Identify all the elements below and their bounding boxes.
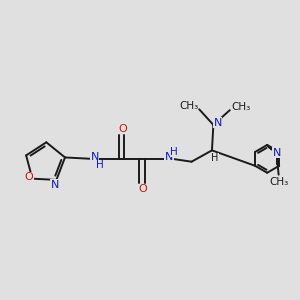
Text: O: O bbox=[118, 124, 127, 134]
Text: N: N bbox=[165, 152, 173, 162]
Text: CH₃: CH₃ bbox=[180, 101, 199, 111]
Text: N: N bbox=[51, 180, 59, 190]
Text: CH₃: CH₃ bbox=[270, 177, 289, 187]
Text: H: H bbox=[170, 147, 178, 157]
Text: CH₃: CH₃ bbox=[231, 102, 250, 112]
Text: H: H bbox=[211, 153, 218, 163]
Text: N: N bbox=[91, 152, 99, 162]
Text: N: N bbox=[213, 118, 222, 128]
Text: N: N bbox=[273, 148, 281, 158]
Text: O: O bbox=[25, 172, 33, 182]
Text: H: H bbox=[96, 160, 104, 170]
Text: O: O bbox=[139, 184, 147, 194]
